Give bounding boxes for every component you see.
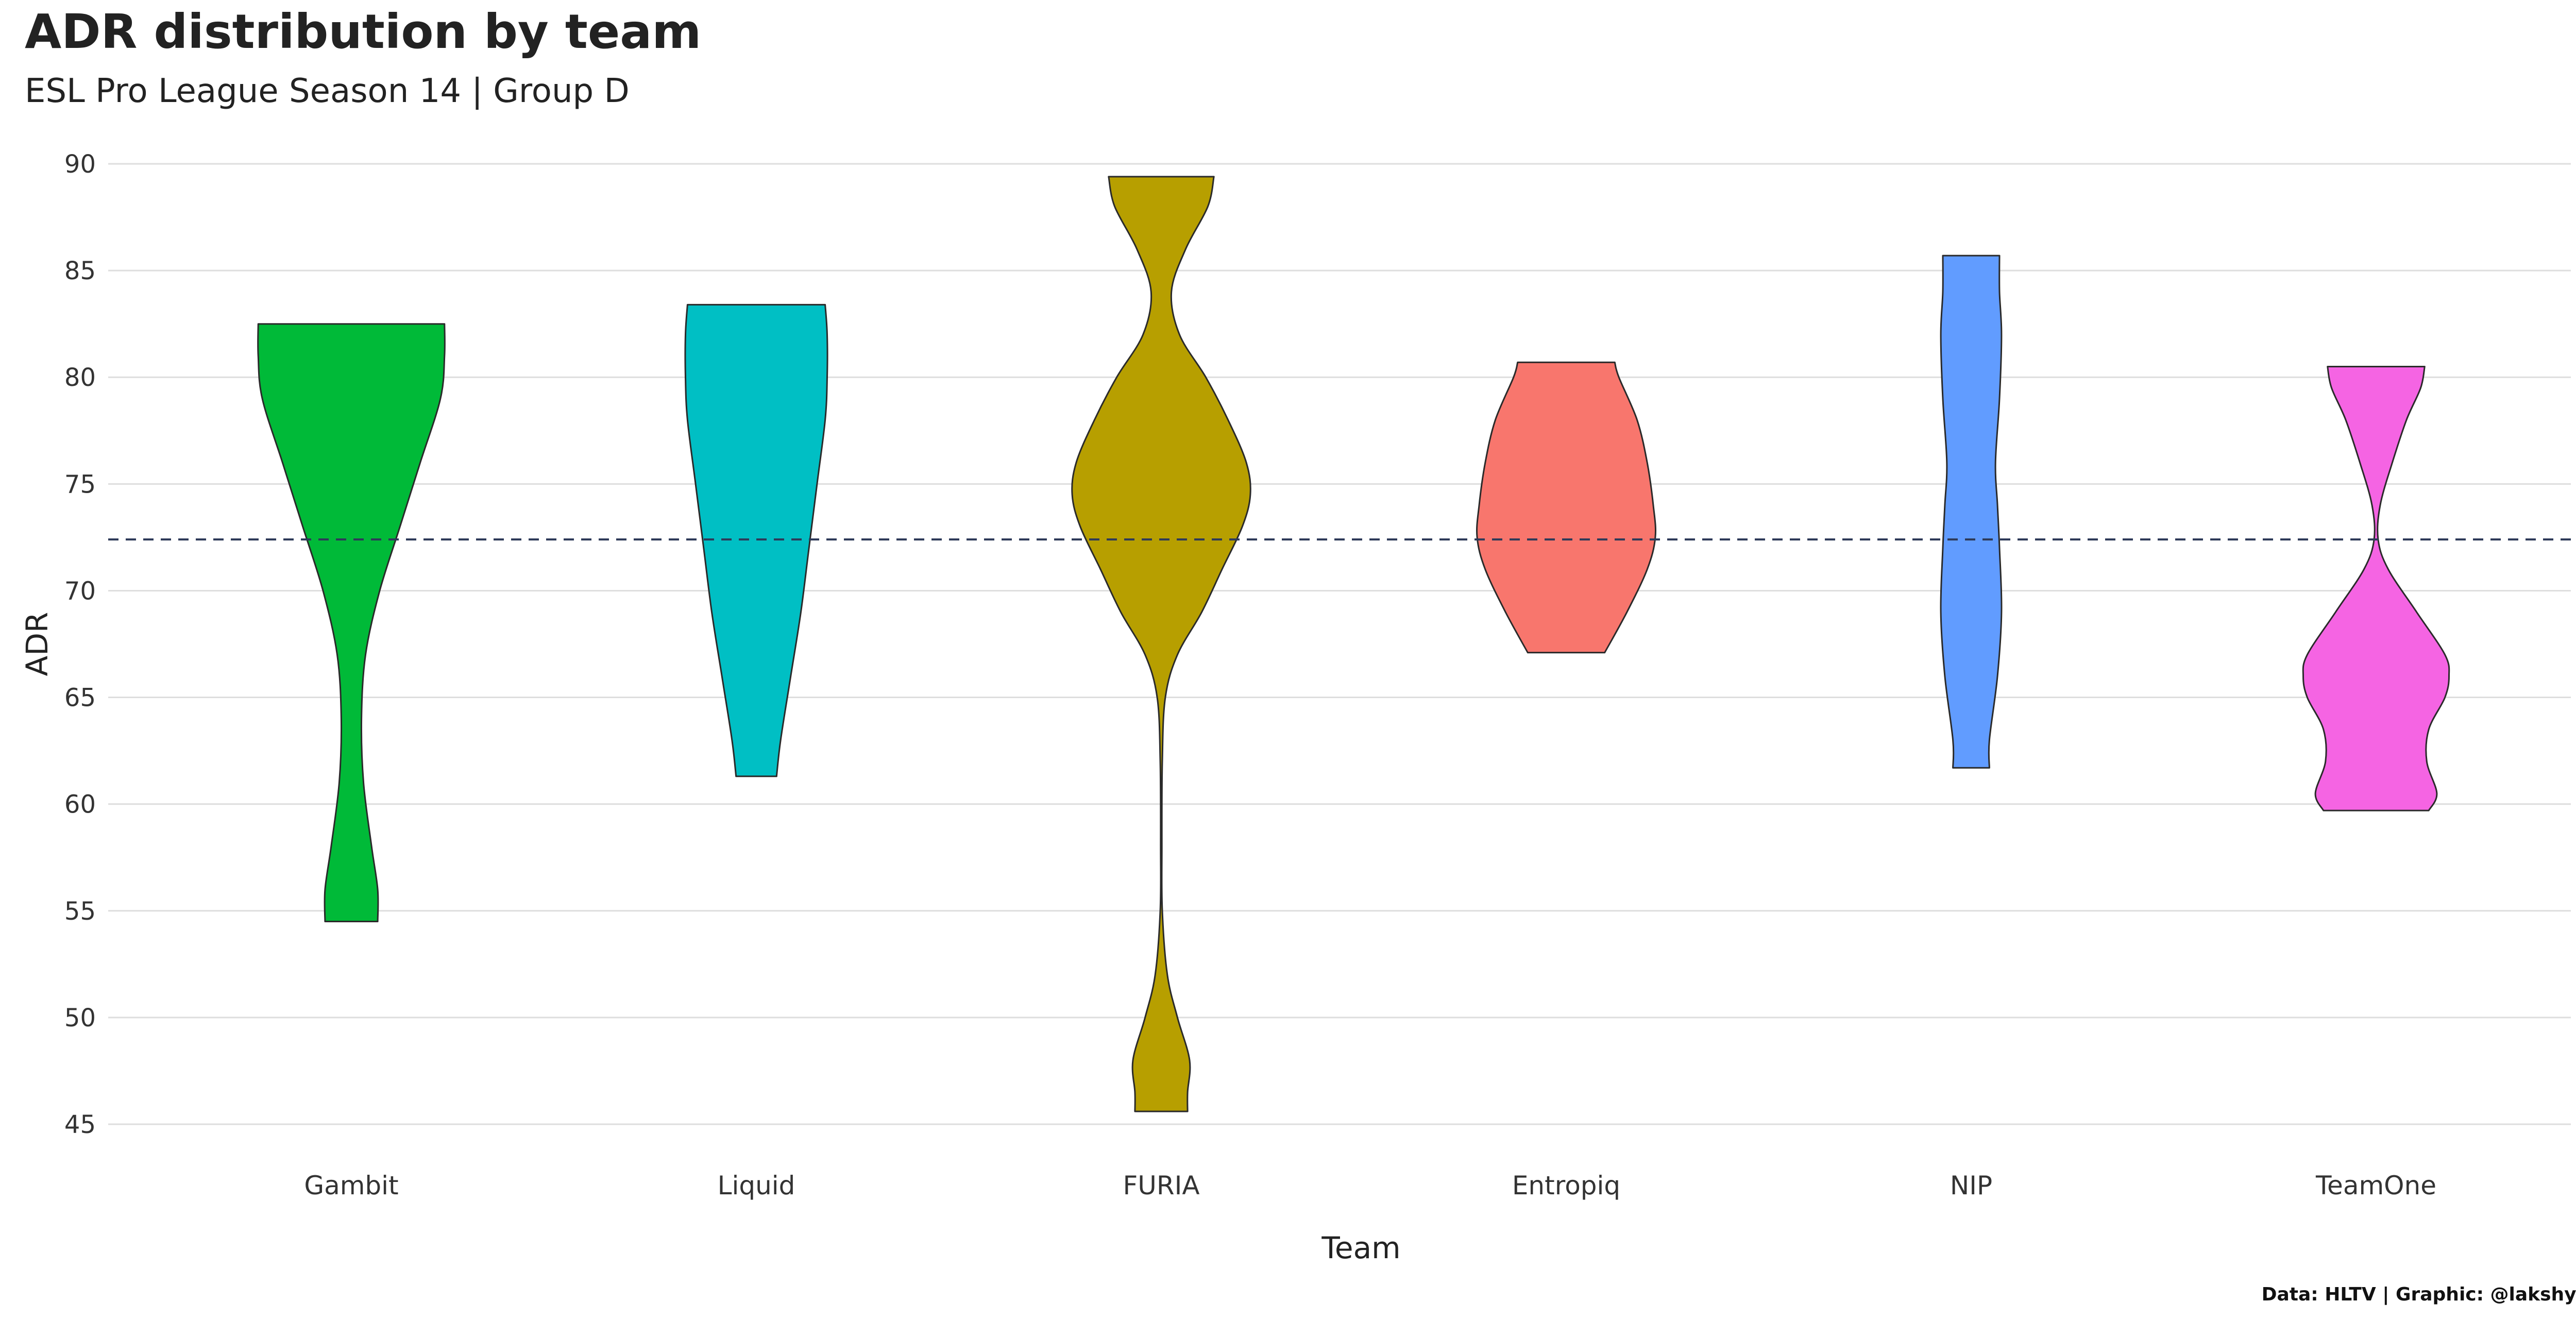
- violins: [257, 176, 2450, 1112]
- y-tick-label: 60: [64, 790, 96, 819]
- x-tick-label: Entropiq: [1512, 1171, 1620, 1200]
- y-tick-label: 70: [64, 577, 96, 605]
- y-tick-label: 50: [64, 1004, 96, 1033]
- x-tick-label: Liquid: [718, 1171, 795, 1200]
- chart-subtitle: ESL Pro League Season 14 | Group D: [25, 72, 630, 110]
- x-axis-ticks: Gambit Liquid FURIA Entropiq NIP TeamOne: [304, 1171, 2436, 1200]
- y-axis-ticks: 45 50 55 60 65 70 75 80 85 90: [64, 150, 96, 1139]
- x-axis-title: Team: [1321, 1230, 1400, 1265]
- y-tick-label: 80: [64, 363, 96, 392]
- violin-gambit: [257, 323, 446, 922]
- violin-entropiq: [1476, 361, 1656, 654]
- y-tick-label: 85: [64, 257, 96, 285]
- violin-teamone: [2302, 366, 2450, 811]
- y-tick-label: 45: [64, 1110, 96, 1139]
- y-tick-label: 75: [64, 470, 96, 499]
- y-tick-label: 55: [64, 897, 96, 926]
- y-axis-title: ADR: [20, 612, 55, 677]
- x-tick-label: FURIA: [1123, 1171, 1199, 1200]
- x-tick-label: Gambit: [304, 1171, 398, 1200]
- violin-liquid: [684, 303, 828, 777]
- chart-title: ADR distribution by team: [25, 4, 702, 59]
- y-tick-label: 65: [64, 684, 96, 713]
- x-tick-label: TeamOne: [2315, 1171, 2436, 1200]
- gridlines: [108, 163, 2571, 1125]
- chart-caption: Data: HLTV | Graphic: @lakshyaag: [2261, 1284, 2576, 1305]
- violin-nip: [1940, 255, 2003, 769]
- y-tick-label: 90: [64, 150, 96, 179]
- x-tick-label: NIP: [1950, 1171, 1992, 1200]
- violin-furia: [1071, 176, 1251, 1112]
